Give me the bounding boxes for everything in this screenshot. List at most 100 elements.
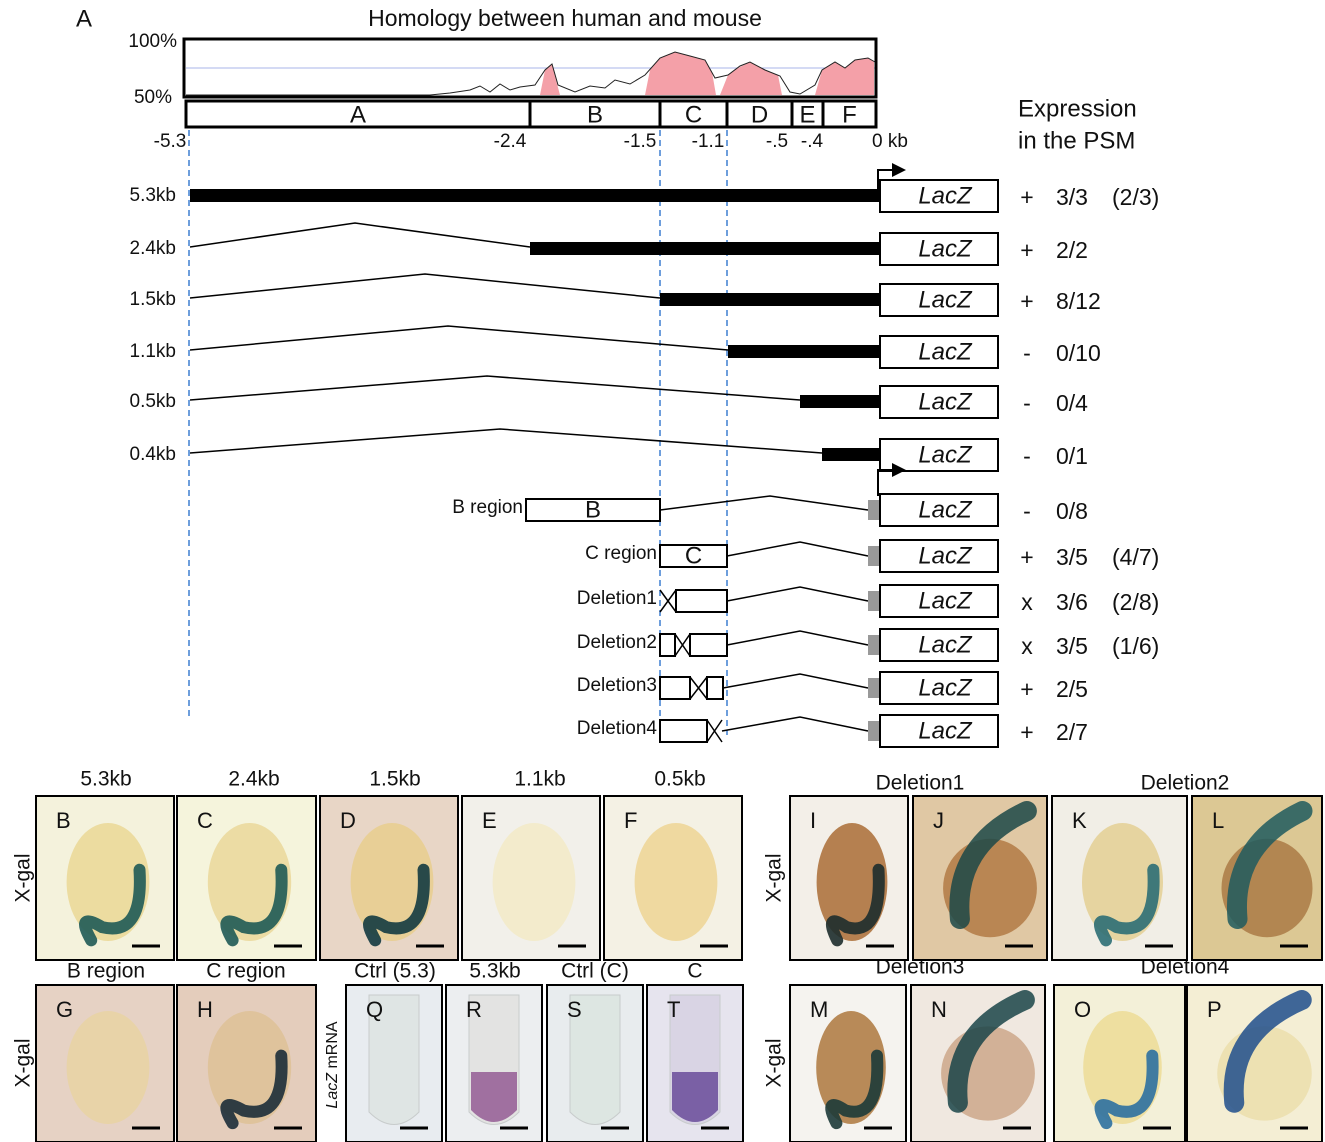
photo-letter: E <box>482 808 497 833</box>
reporter-label: LacZ <box>918 542 973 569</box>
linker <box>727 587 868 601</box>
result: 3/5 <box>1056 633 1088 659</box>
panels: ABCDEF-5.3-2.4-1.5-1.1-.5-.40 kb5.3kbLac… <box>12 101 1322 1142</box>
deleted-span <box>190 274 660 298</box>
construct-label: 0.4kb <box>130 444 176 465</box>
minimal-promoter <box>868 678 880 698</box>
tss-arrowhead <box>892 163 906 177</box>
region-label: B <box>587 101 603 128</box>
element-box <box>660 634 675 656</box>
position-label: -5.3 <box>154 131 187 152</box>
result-sign: - <box>1023 390 1031 416</box>
promoter-bar <box>800 395 880 408</box>
embryo <box>635 823 718 941</box>
result: 0/1 <box>1056 443 1088 469</box>
reporter-label: LacZ <box>918 286 973 313</box>
photo-header: 1.5kb <box>369 768 420 791</box>
result: 2/2 <box>1056 237 1088 263</box>
result-extra: (1/6) <box>1112 633 1159 659</box>
construct-label: 2.4kb <box>130 238 176 259</box>
axis-label: 100% <box>128 31 177 52</box>
position-label: -.5 <box>766 131 788 152</box>
deletion-mark <box>707 720 722 742</box>
minimal-promoter <box>868 500 880 520</box>
linker <box>722 717 868 731</box>
result: 3/3 <box>1056 184 1088 210</box>
result-sign: x <box>1021 589 1033 615</box>
result-sign: + <box>1020 237 1033 263</box>
side-label-italic: LacZ <box>324 1072 341 1109</box>
figure: A Homology between human and mouse 100% … <box>0 0 1325 1142</box>
result-sign: + <box>1020 184 1033 210</box>
result-sign: - <box>1023 443 1031 469</box>
reporter-label: LacZ <box>918 388 973 415</box>
photo-letter: L <box>1212 808 1224 833</box>
photo-letter: K <box>1072 808 1087 833</box>
result-sign: + <box>1020 676 1033 702</box>
element-label: B <box>585 496 601 523</box>
photo-letter: T <box>667 997 680 1022</box>
position-label: -2.4 <box>494 131 527 152</box>
minimal-promoter <box>868 635 880 655</box>
photo-header: B region <box>67 960 145 983</box>
expression-header: Expression <box>1018 95 1137 122</box>
side-label-rest: mRNA <box>324 1021 341 1073</box>
side-label: X-gal <box>763 1038 786 1087</box>
construct-label: Deletion4 <box>577 718 658 739</box>
element-box <box>690 634 727 656</box>
staining <box>471 1072 517 1122</box>
reporter-label: LacZ <box>918 496 973 523</box>
photo-letter: P <box>1207 997 1222 1022</box>
reporter-label: LacZ <box>918 338 973 365</box>
homology-title: Homology between human and mouse <box>368 5 762 31</box>
element-box <box>660 677 690 699</box>
region-label: D <box>751 101 768 128</box>
construct-label: Deletion1 <box>577 588 657 609</box>
minimal-promoter <box>868 721 880 741</box>
photo-header: 0.5kb <box>654 768 705 791</box>
embryo <box>67 1011 150 1124</box>
photo-header: Ctrl (C) <box>561 960 629 983</box>
minimal-promoter <box>868 591 880 611</box>
photo-letter: R <box>466 997 482 1022</box>
photo-header: 5.3kb <box>80 768 131 791</box>
result-sign: + <box>1020 288 1033 314</box>
region-label: F <box>842 101 857 128</box>
reporter-label: LacZ <box>918 182 973 209</box>
photo-letter: C <box>197 808 213 833</box>
photo-letter: G <box>56 997 73 1022</box>
deleted-span <box>190 326 728 350</box>
reporter-label: LacZ <box>918 587 973 614</box>
photo-letter: I <box>810 808 816 833</box>
expression-header: in the PSM <box>1018 127 1135 154</box>
promoter-bar <box>190 189 880 202</box>
result: 2/7 <box>1056 719 1088 745</box>
tss-arrow <box>878 470 894 496</box>
photo-letter: N <box>931 997 947 1022</box>
photo-header: 2.4kb <box>228 768 279 791</box>
region-label: C <box>685 101 702 128</box>
embryo <box>493 823 576 941</box>
reporter-label: LacZ <box>918 674 973 701</box>
construct-label: 5.3kb <box>130 185 176 206</box>
promoter-bar <box>728 345 880 358</box>
minimal-promoter <box>868 546 880 566</box>
reporter-label: LacZ <box>918 631 973 658</box>
photo-header: 5.3kb <box>469 960 520 983</box>
result-sign: + <box>1020 544 1033 570</box>
deleted-span <box>190 223 530 247</box>
construct-label: Deletion3 <box>577 675 657 696</box>
linker <box>660 496 868 510</box>
deletion-mark <box>660 590 676 612</box>
deletion-mark <box>675 634 690 656</box>
photo-letter: B <box>56 808 71 833</box>
result: 3/5 <box>1056 544 1088 570</box>
construct-label: 0.5kb <box>130 391 176 412</box>
result-extra: (4/7) <box>1112 544 1159 570</box>
position-label: -1.5 <box>624 131 657 152</box>
linker <box>727 542 868 556</box>
construct-label: C region <box>585 543 657 564</box>
side-label: LacZ mRNA <box>324 1021 341 1108</box>
side-label: X-gal <box>12 1038 35 1087</box>
position-label: -1.1 <box>692 131 725 152</box>
